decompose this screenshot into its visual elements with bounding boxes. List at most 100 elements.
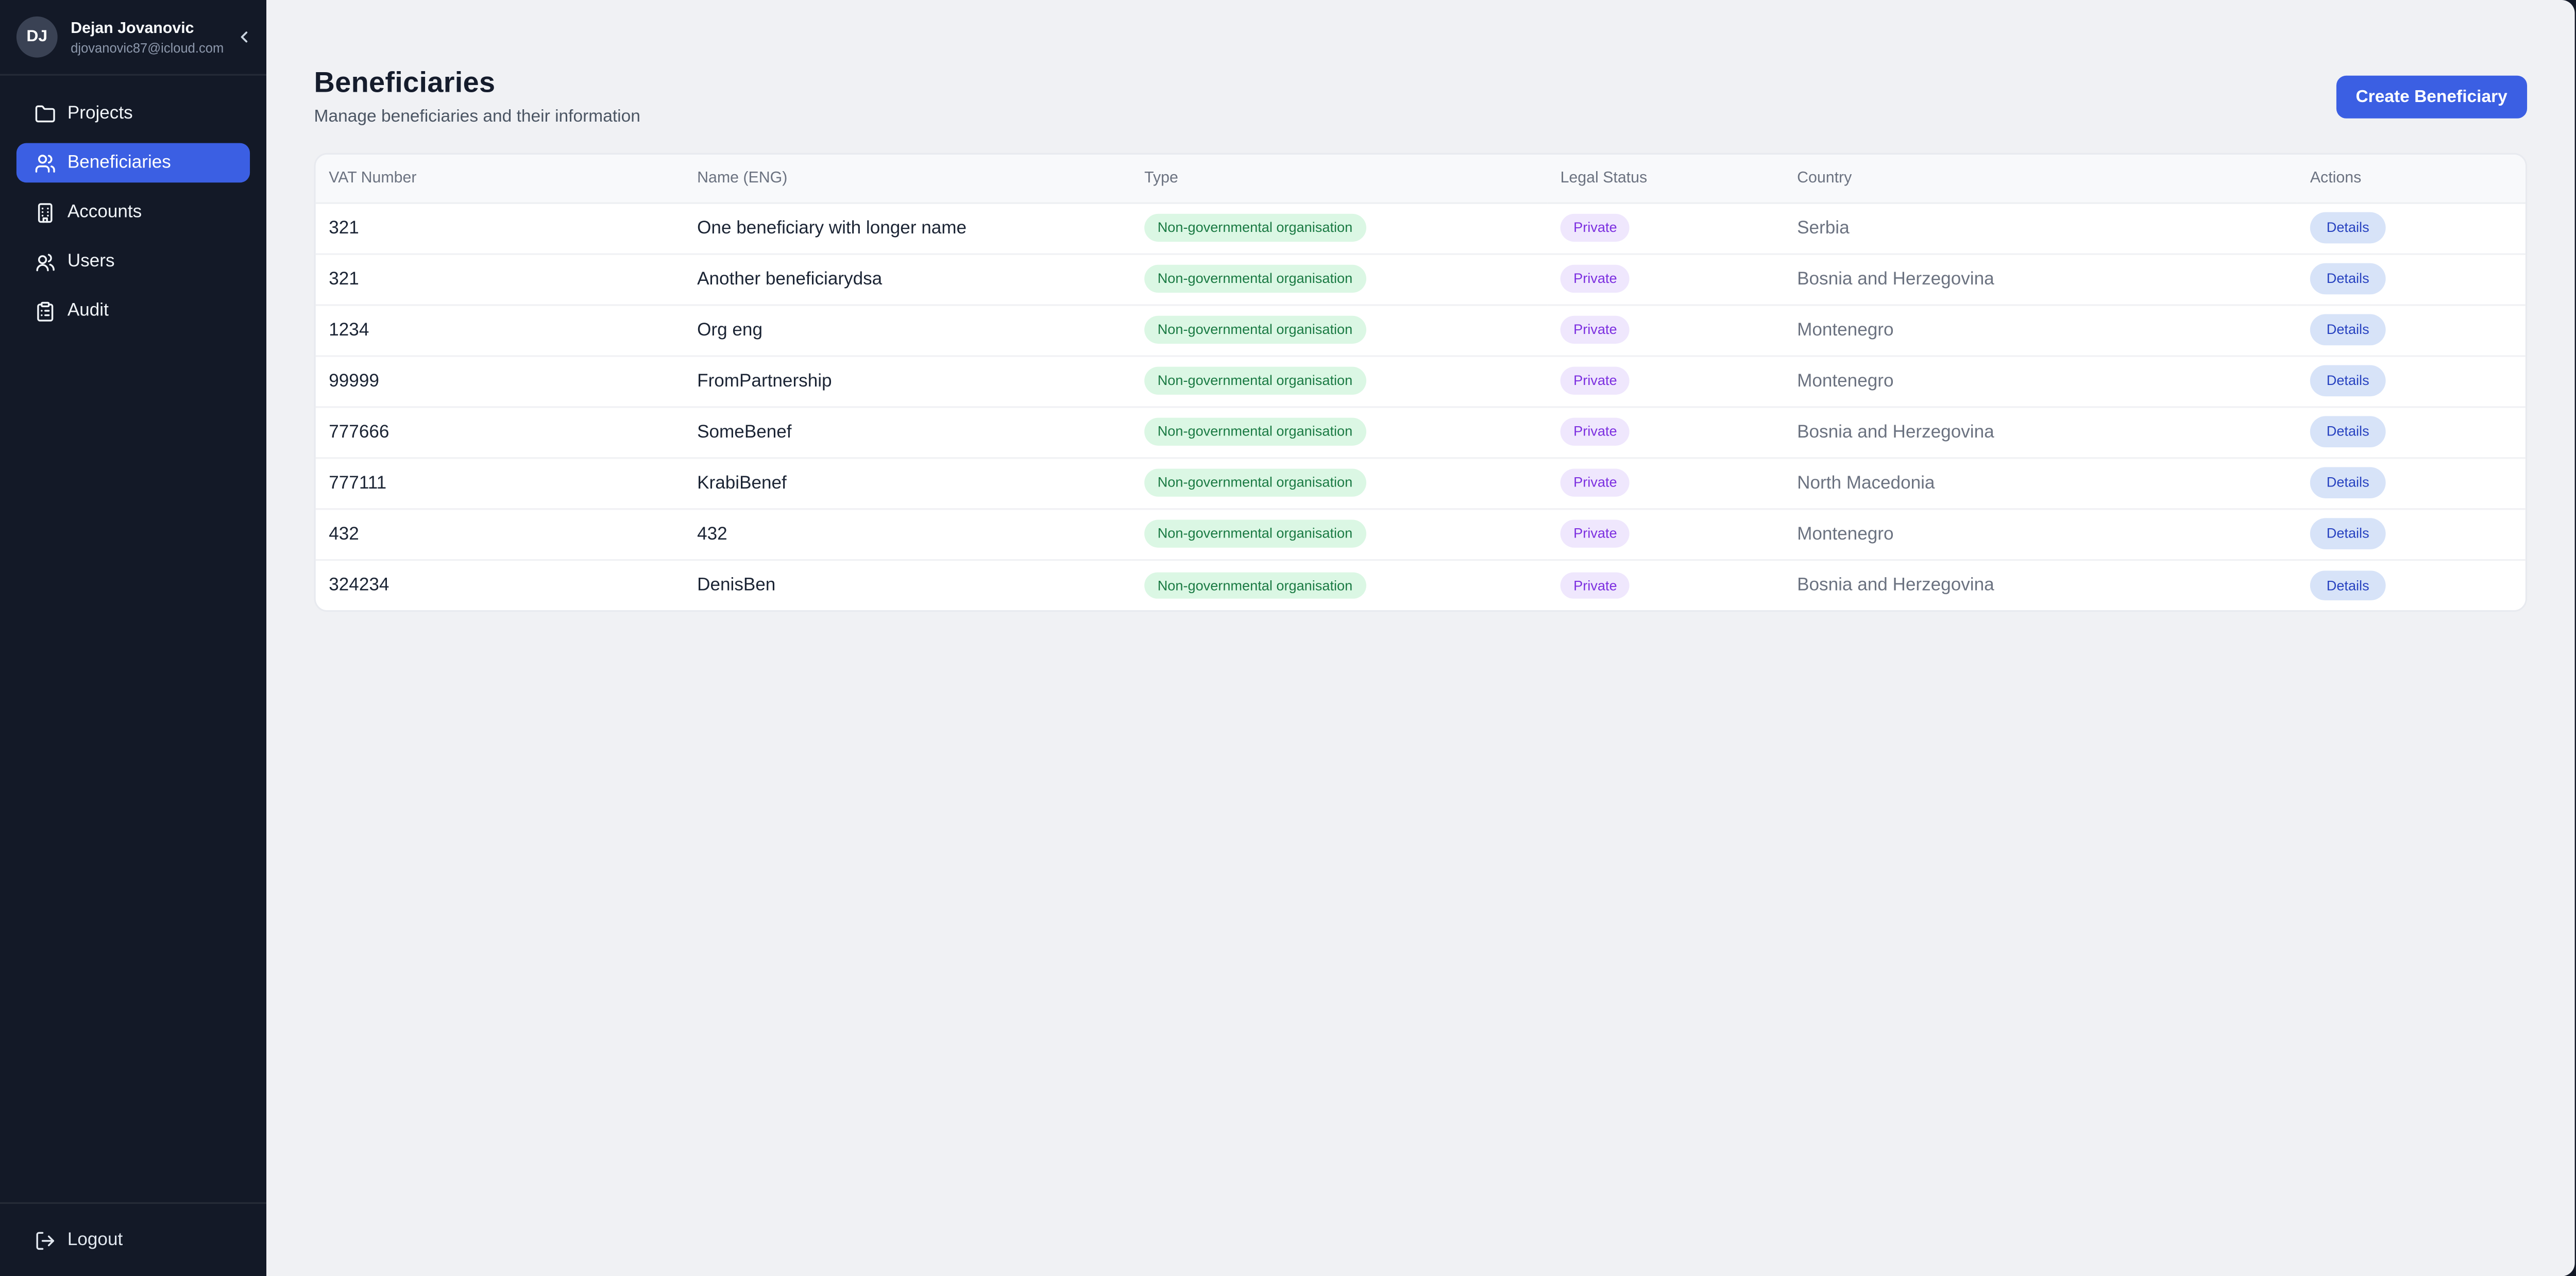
table-row: 777666 SomeBenef Non-governmental organisa… [315, 406, 2526, 458]
legal-status-badge: Private [1560, 469, 1631, 496]
type-badge: Non-governmental organisation [1144, 265, 1366, 292]
details-button[interactable]: Details [2310, 416, 2386, 447]
sidebar-item-label: Accounts [67, 202, 142, 222]
legal-status-cell: Private [1547, 559, 1784, 610]
vat-number-cell: 777666 [315, 406, 684, 458]
country-cell: Montenegro [1784, 355, 2297, 407]
vat-number-cell: 324234 [329, 575, 389, 595]
user-profile-text: Dejan Jovanovic djovanovic87@icloud.com [71, 19, 224, 55]
vat-number-cell: 1234 [315, 304, 684, 356]
beneficiaries-table: VAT Number Name (ENG) Type Legal Status Coun… [315, 154, 2526, 610]
type-badge: Non-governmental organisation [1144, 367, 1366, 394]
sidebar-item-users[interactable]: Users [16, 242, 250, 281]
chevron-left-icon [235, 28, 253, 46]
country-cell: Montenegro [1784, 508, 2297, 560]
beneficiaries-table-body: 321 One beneficiary with longer name Non-g… [315, 202, 2526, 610]
type-badge: Non-governmental organisation [1144, 418, 1366, 445]
actions-cell: Details [2297, 253, 2526, 305]
type-cell: Non-governmental organisation [1131, 406, 1548, 458]
legal-status-cell: Private [1547, 355, 1784, 407]
details-button[interactable]: Details [2310, 365, 2386, 396]
sidebar-item-accounts[interactable]: Accounts [16, 192, 250, 232]
country-cell: North Macedonia [1784, 457, 2297, 509]
type-cell: Non-governmental organisation [1131, 202, 1548, 255]
sidebar-item-audit[interactable]: Audit [16, 291, 250, 331]
name-cell: One beneficiary with longer name [684, 202, 1131, 255]
sidebar: DJ Dejan Jovanovic djovanovic87@icloud.c… [0, 0, 266, 1276]
name-cell: SomeBenef [684, 406, 1131, 458]
details-button[interactable]: Details [2310, 263, 2386, 294]
table-row: 1234 Org eng Non-governmental organisation… [315, 304, 2526, 356]
column-header: Country [1784, 154, 2297, 204]
legal-status-badge: Private [1560, 367, 1631, 394]
table-row: 432 432 Non-governmental organisation Priva… [315, 508, 2526, 560]
details-button[interactable]: Details [2310, 212, 2386, 243]
avatar: DJ [16, 16, 58, 58]
table-row: 777111 KrabiBenef Non-governmental organis… [315, 457, 2526, 509]
country-cell: Bosnia and Herzegovina [1784, 406, 2297, 458]
country-cell: Bosnia and Herzegovina [1784, 253, 2297, 305]
table-row: 99999 FromPartnership Non-governmental org… [315, 355, 2526, 407]
actions-cell: Details [2297, 202, 2526, 255]
logout-button[interactable]: Logout [16, 1220, 250, 1260]
page-header-text: Beneficiaries Manage beneficiaries and t… [314, 66, 640, 127]
column-header: VAT Number [315, 154, 684, 204]
name-cell: Another beneficiarydsa [684, 253, 1131, 305]
sidebar-nav: Projects Beneficiaries Accounts Users Audit [0, 76, 266, 349]
actions-cell: Details [2297, 559, 2526, 610]
legal-status-cell: Private [1547, 457, 1784, 509]
legal-status-cell: Private [1547, 304, 1784, 356]
country-cell: Serbia [1784, 202, 2297, 255]
country-cell: Montenegro [1784, 304, 2297, 356]
column-header: Type [1131, 154, 1548, 204]
user-name: Dejan Jovanovic [71, 19, 194, 37]
clipboard-list-icon [35, 300, 56, 321]
actions-cell: Details [2297, 457, 2526, 509]
sidebar-item-label: Beneficiaries [67, 153, 171, 173]
type-cell: Non-governmental organisation [1131, 304, 1548, 356]
name-cell: FromPartnership [684, 355, 1131, 407]
details-button[interactable]: Details [2310, 314, 2386, 345]
type-badge: Non-governmental organisation [1144, 316, 1366, 343]
legal-status-badge: Private [1560, 572, 1631, 599]
actions-cell: Details [2297, 508, 2526, 560]
sidebar-item-label: Audit [67, 301, 109, 321]
sidebar-collapse-button[interactable] [235, 28, 253, 46]
type-cell: Non-governmental organisation [1131, 457, 1548, 509]
column-header: Name (ENG) [684, 154, 1131, 204]
actions-cell: Details [2297, 355, 2526, 407]
name-cell: DenisBen [697, 575, 776, 595]
building-icon [35, 202, 56, 223]
sidebar-item-beneficiaries[interactable]: Beneficiaries [16, 143, 250, 183]
name-cell: KrabiBenef [684, 457, 1131, 509]
column-header: Legal Status [1547, 154, 1784, 204]
type-cell: Non-governmental organisation [1131, 253, 1548, 305]
logout-label: Logout [67, 1230, 123, 1250]
legal-status-badge: Private [1560, 316, 1631, 343]
logout-section: Logout [0, 1202, 266, 1276]
country-cell: Bosnia and Herzegovina [1797, 575, 1994, 595]
legal-status-cell: Private [1547, 253, 1784, 305]
page-header: Beneficiaries Manage beneficiaries and t… [314, 66, 2528, 127]
sidebar-item-label: Projects [67, 104, 133, 124]
details-button[interactable]: Details [2310, 467, 2386, 498]
folder-icon [35, 103, 56, 124]
actions-cell: Details [2297, 304, 2526, 356]
user-email: djovanovic87@icloud.com [71, 40, 224, 55]
legal-status-badge: Private [1560, 520, 1631, 547]
details-button[interactable]: Details [2310, 570, 2386, 600]
sidebar-item-projects[interactable]: Projects [16, 94, 250, 133]
legal-status-cell: Private [1547, 508, 1784, 560]
beneficiaries-table-card: VAT Number Name (ENG) Type Legal Status Coun… [314, 153, 2528, 612]
type-cell: Non-governmental organisation [1131, 355, 1548, 407]
vat-number-cell: 99999 [315, 355, 684, 407]
legal-status-cell: Private [1547, 406, 1784, 458]
type-cell: Non-governmental organisation [1131, 559, 1547, 610]
create-beneficiary-button[interactable]: Create Beneficiary [2336, 75, 2528, 118]
table-row: 321 One beneficiary with longer name Non-g… [315, 202, 2526, 255]
details-button[interactable]: Details [2310, 518, 2386, 549]
type-badge: Non-governmental organisation [1144, 469, 1366, 496]
user-profile: DJ Dejan Jovanovic djovanovic87@icloud.c… [0, 0, 266, 76]
table-header-row: VAT Number Name (ENG) Type Legal Status Coun… [315, 154, 2526, 204]
page-title: Beneficiaries [314, 65, 496, 99]
